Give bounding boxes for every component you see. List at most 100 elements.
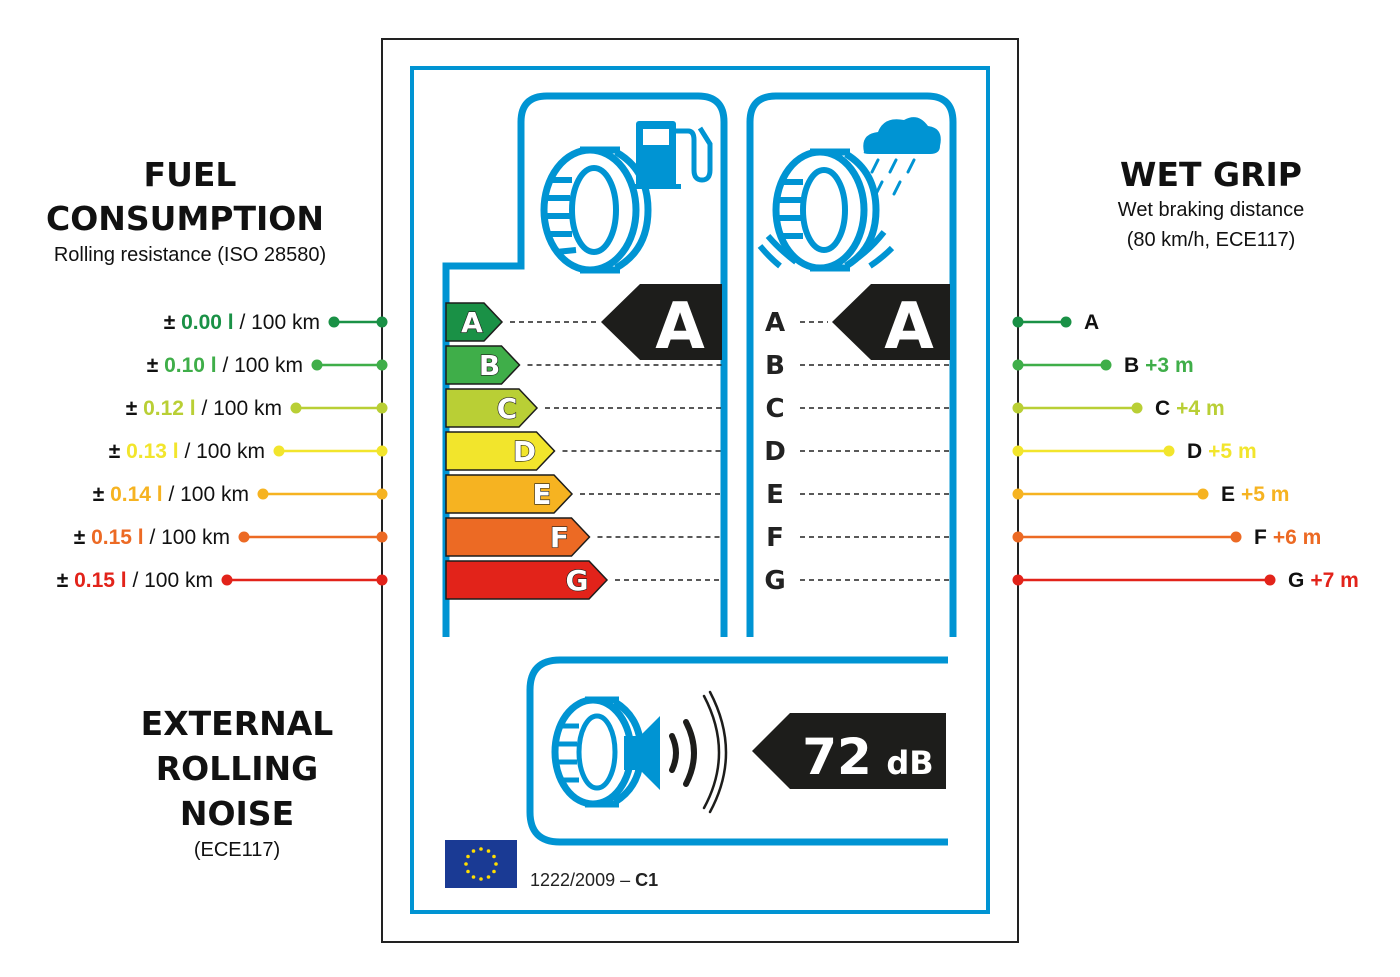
noise-value-arrow: 72 dB: [752, 713, 946, 789]
fuel-delta-unit: / 100 km: [196, 397, 282, 420]
wet-grade-row-b: B: [765, 351, 950, 381]
fuel-grade-letter-e: E: [532, 478, 551, 511]
svg-text:± 0.00 l / 100 km: ± 0.00 l / 100 km: [164, 311, 320, 334]
noise-value: 72: [802, 728, 872, 786]
wet-legend-letter: F: [1254, 526, 1267, 549]
wet-grade-row-g: G: [764, 566, 950, 596]
fuel-grade-letter-c: C: [497, 392, 518, 425]
noise-title-line1: EXTERNAL: [141, 704, 334, 743]
tyre-icon: [540, 146, 652, 274]
svg-text:± 0.15 l / 100 km: ± 0.15 l / 100 km: [57, 569, 213, 592]
wet-legend-letter: D: [1187, 440, 1202, 463]
fuel-delta-unit: / 100 km: [217, 354, 303, 377]
wet-delta-value: +5 m: [1208, 440, 1256, 463]
wet-grade-letter-c: C: [765, 394, 784, 424]
wet-title: WET GRIP: [1120, 155, 1302, 194]
tyre-class: C1: [635, 870, 658, 890]
plusminus-sign: ±: [57, 569, 74, 592]
svg-text:± 0.15 l / 100 km: ± 0.15 l / 100 km: [74, 526, 230, 549]
fuel-subtitle: Rolling resistance (ISO 28580): [54, 244, 326, 266]
fuel-legend-row: ± 0.15 l / 100 km: [57, 569, 388, 592]
wet-grade-row-d: D: [764, 437, 950, 467]
wet-legend-letter: B: [1124, 354, 1139, 377]
noise-unit: dB: [886, 744, 933, 782]
wet-legend-row: F +6 m: [1012, 526, 1321, 549]
fuel-delta-value: 0.12 l: [143, 397, 196, 420]
wet-delta-value: +5 m: [1241, 483, 1289, 506]
fuel-legend-row: ± 0.14 l / 100 km: [93, 483, 388, 506]
svg-text:G+7 m: G +7 m: [1288, 569, 1359, 592]
fuel-delta-value: 0.15 l: [91, 526, 144, 549]
wet-grade-letter-b: B: [765, 351, 785, 381]
fuel-grade-bar-f: F: [445, 517, 722, 557]
fuel-delta-value: 0.00 l: [181, 311, 234, 334]
fuel-grade-letter-b: B: [479, 349, 500, 382]
fuel-grade-bar-b: B: [445, 345, 722, 385]
fuel-delta-value: 0.15 l: [74, 569, 127, 592]
plusminus-sign: ±: [93, 483, 110, 506]
wet-legend-row: D +5 m: [1012, 440, 1257, 463]
svg-text:B+3 m: B +3 m: [1124, 354, 1194, 377]
svg-text:± 0.12 l / 100 km: ± 0.12 l / 100 km: [126, 397, 282, 420]
noise-title-line3: NOISE: [180, 794, 294, 833]
fuel-legend-row: ± 0.13 l / 100 km: [109, 440, 388, 463]
fuel-legend-row: ± 0.15 l / 100 km: [74, 526, 388, 549]
wet-grade-row-c: C: [765, 394, 950, 424]
fuel-delta-unit: / 100 km: [234, 311, 320, 334]
noise-title-line2: ROLLING: [156, 749, 319, 788]
wet-legend-letter: E: [1221, 483, 1235, 506]
wet-delta-value: +6 m: [1273, 526, 1321, 549]
fuel-grade-bar-c: C: [445, 388, 722, 428]
fuel-delta-value: 0.14 l: [110, 483, 163, 506]
wet-legend-row: E +5 m: [1012, 483, 1289, 506]
fuel-grade-bar-e: E: [445, 474, 722, 514]
fuel-grade-letter-g: G: [566, 564, 589, 597]
plusminus-sign: ±: [126, 397, 143, 420]
fuel-grade-letter: A: [655, 290, 705, 364]
fuel-grade-bar-g: G: [445, 560, 722, 600]
wet-grade-letter-f: F: [766, 523, 784, 553]
regulation-text: 1222/2009 –: [530, 870, 635, 890]
fuel-delta-unit: / 100 km: [144, 526, 230, 549]
fuel-grade-bar-d: D: [445, 431, 722, 471]
plusminus-sign: ±: [164, 311, 181, 334]
wet-grade-letter-e: E: [766, 480, 784, 510]
plusminus-sign: ±: [74, 526, 91, 549]
wet-legend-row: B +3 m: [1012, 354, 1194, 377]
wet-grade-arrow: A: [832, 284, 950, 364]
fuel-legend-row: ± 0.00 l / 100 km: [164, 311, 388, 334]
svg-text:C+4 m: C +4 m: [1155, 397, 1225, 420]
fuel-grade-letter-a: A: [461, 306, 483, 339]
wet-grade-row-a: A: [765, 308, 828, 338]
fuel-pump-icon: [631, 121, 713, 189]
fuel-title-line2: CONSUMPTION: [46, 199, 324, 238]
svg-text:± 0.10 l / 100 km: ± 0.10 l / 100 km: [147, 354, 303, 377]
wet-legend-row: C +4 m: [1012, 397, 1225, 420]
svg-text:E+5 m: E +5 m: [1221, 483, 1289, 506]
sound-waves-icon: [624, 690, 728, 814]
fuel-delta-value: 0.13 l: [126, 440, 179, 463]
wet-grade-row-e: E: [766, 480, 950, 510]
wet-panel-frame: [746, 92, 957, 637]
rain-cloud-icon: [863, 117, 941, 196]
wet-grade-row-f: F: [766, 523, 950, 553]
svg-text:F+6 m: F +6 m: [1254, 526, 1321, 549]
plusminus-sign: ±: [147, 354, 164, 377]
wet-grade-letter-g: G: [764, 566, 785, 596]
fuel-legend-row: ± 0.10 l / 100 km: [147, 354, 388, 377]
wet-grade-letter-a: A: [765, 308, 785, 338]
wet-legend-row: G +7 m: [1012, 569, 1359, 592]
svg-text:D+5 m: D +5 m: [1187, 440, 1257, 463]
wet-grade-letter: A: [884, 290, 934, 364]
noise-subtitle: (ECE117): [194, 839, 280, 861]
fuel-delta-value: 0.10 l: [164, 354, 217, 377]
svg-text:± 0.14 l / 100 km: ± 0.14 l / 100 km: [93, 483, 249, 506]
wet-legend-row: A: [1012, 311, 1099, 334]
fuel-grade-arrow: A: [601, 284, 722, 364]
wet-legend-letter: G: [1288, 569, 1304, 592]
wet-grade-letter-d: D: [764, 437, 786, 467]
fuel-grade-bar-a: A: [445, 302, 598, 342]
fuel-delta-unit: / 100 km: [127, 569, 213, 592]
wet-subtitle-line2: (80 km/h, ECE117): [1127, 229, 1296, 251]
